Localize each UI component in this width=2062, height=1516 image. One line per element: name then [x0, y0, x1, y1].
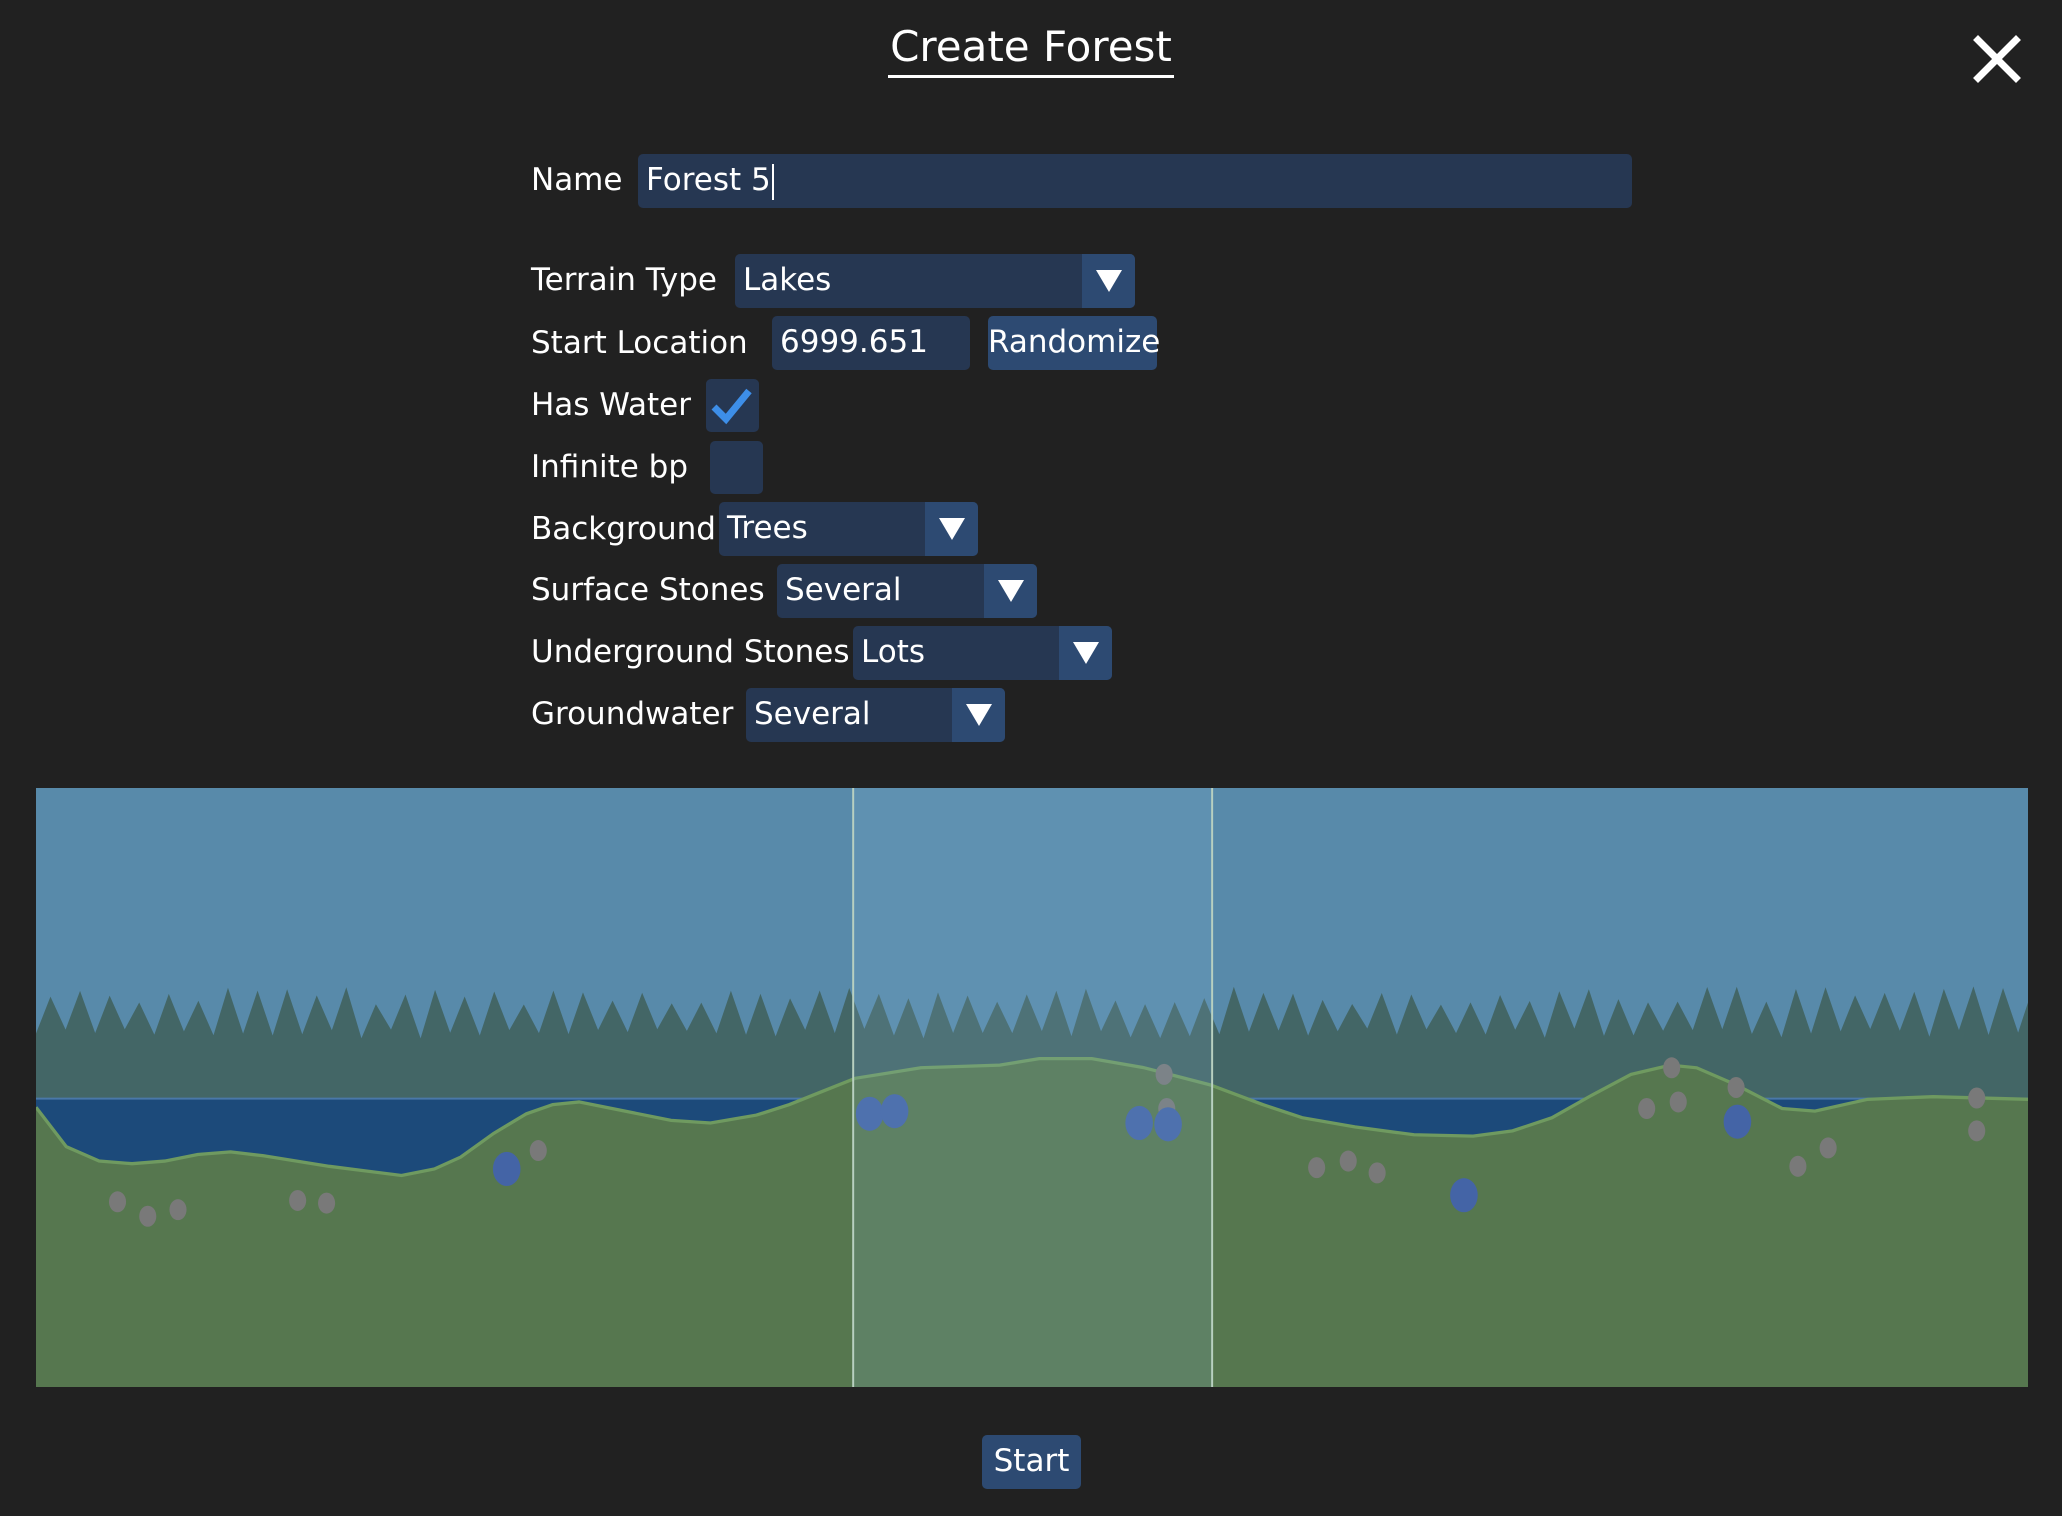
name-input[interactable]: Forest 5: [638, 154, 1632, 208]
surface-stones-dropdown[interactable]: Several: [777, 564, 1037, 618]
surface-stone: [169, 1199, 187, 1221]
groundwater-pocket: [1450, 1178, 1478, 1213]
surface-stone: [1789, 1155, 1807, 1177]
close-icon[interactable]: [1972, 34, 2022, 84]
groundwater-pocket: [492, 1151, 521, 1187]
stones: [108, 1057, 1986, 1227]
groundwater-pocket: [1723, 1104, 1752, 1139]
surface-stone: [1638, 1098, 1656, 1120]
surface-stone: [139, 1205, 157, 1227]
dropdown-arrow-icon[interactable]: [925, 502, 978, 556]
infinite-bp-checkbox[interactable]: [710, 441, 763, 494]
groundwater-dropdown[interactable]: Several: [746, 688, 1005, 742]
ground: [36, 1058, 2028, 1387]
surface-stones-label: Surface Stones: [531, 572, 765, 608]
surface-stone: [318, 1192, 336, 1214]
dropdown-arrow-icon[interactable]: [1059, 626, 1112, 680]
text-cursor: [771, 163, 774, 200]
groundwater-pocket: [1154, 1107, 1182, 1142]
surface-stone: [1819, 1137, 1837, 1159]
dropdown-arrow-icon[interactable]: [984, 564, 1037, 618]
ground-surface: [36, 1056, 2028, 1178]
underground-stones-dropdown[interactable]: Lots: [853, 626, 1112, 680]
infinite-bp-label: Infinite bp: [531, 449, 689, 485]
underground-stones-label: Underground Stones: [531, 634, 850, 670]
groundwater-pocket: [855, 1096, 884, 1131]
surface-stone: [108, 1191, 127, 1213]
surface-stone: [1968, 1120, 1986, 1142]
surface-stone: [1727, 1076, 1745, 1099]
surface-stone: [1368, 1162, 1386, 1184]
randomize-button[interactable]: Randomize: [988, 316, 1160, 370]
page-title: Create Forest: [0, 22, 2062, 78]
background-label: Background: [531, 511, 716, 547]
groundwater-pocket: [880, 1094, 909, 1129]
surface-stone: [1669, 1091, 1687, 1113]
dropdown-arrow-icon[interactable]: [1082, 254, 1135, 308]
surface-stone: [529, 1140, 547, 1162]
terrain-preview[interactable]: [36, 788, 2028, 1387]
surface-stone: [1155, 1063, 1173, 1085]
surface-stone: [1308, 1157, 1326, 1179]
terrain-type-label: Terrain Type: [531, 262, 717, 298]
terrain-type-dropdown[interactable]: Lakes: [735, 254, 1135, 308]
surface-stone: [289, 1189, 307, 1211]
start-location-input[interactable]: 6999.651: [772, 316, 970, 370]
name-label: Name: [531, 162, 623, 198]
has-water-checkbox[interactable]: [706, 379, 759, 432]
dropdown-arrow-icon[interactable]: [952, 688, 1005, 742]
groundwater-pocket: [1125, 1105, 1153, 1141]
groundwater-label: Groundwater: [531, 696, 734, 732]
surface-stone: [1968, 1087, 1986, 1109]
start-view-highlight[interactable]: [852, 788, 1213, 1387]
start-location-label: Start Location: [531, 325, 748, 361]
background-dropdown[interactable]: Trees: [719, 502, 978, 556]
surface-stone: [1663, 1057, 1681, 1079]
checkmark-icon: [711, 388, 752, 425]
surface-stone: [1339, 1150, 1357, 1172]
tree-line: [36, 986, 2028, 1099]
has-water-label: Has Water: [531, 387, 691, 423]
start-button[interactable]: Start: [982, 1435, 1081, 1489]
